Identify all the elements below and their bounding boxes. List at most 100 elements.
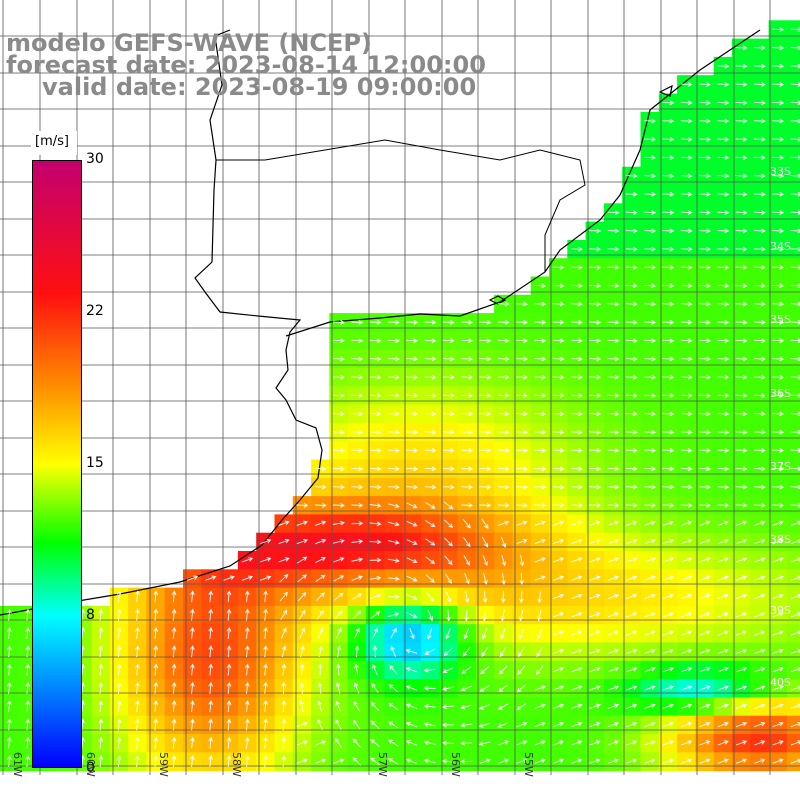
wind-arrow: [680, 118, 693, 124]
wind-arrow: [717, 740, 729, 746]
wind-arrow: [462, 647, 471, 657]
wind-arrow: [297, 556, 308, 564]
wind-arrow: [406, 520, 418, 527]
lon-label: 58W: [230, 752, 243, 777]
wind-arrow: [317, 718, 323, 731]
wind-arrow: [699, 393, 711, 398]
wind-arrow: [7, 700, 12, 713]
wind-arrow: [607, 374, 620, 380]
wind-arrow: [717, 630, 729, 636]
wind-arrow: [644, 466, 657, 472]
wind-arrow: [607, 667, 620, 673]
wind-arrow: [552, 338, 565, 344]
wind-arrow: [625, 393, 638, 398]
wind-arrow: [226, 590, 232, 603]
wind-arrow: [461, 320, 474, 325]
wind-arrow: [405, 740, 417, 746]
wind-arrow: [717, 448, 730, 453]
wind-arrow: [699, 484, 711, 490]
wind-arrow: [424, 448, 437, 453]
wind-arrow: [607, 612, 620, 618]
wind-arrow: [135, 626, 140, 639]
wind-arrow: [263, 590, 268, 603]
wind-arrow: [754, 703, 766, 709]
wind-arrow: [442, 484, 455, 490]
wind-arrow: [772, 740, 784, 746]
wind-arrow: [607, 429, 620, 435]
wind-arrow: [442, 667, 454, 673]
wind-arrow: [753, 173, 766, 179]
wind-arrow: [717, 63, 730, 69]
wind-arrow: [226, 663, 232, 676]
wind-arrow: [7, 681, 12, 694]
wind-arrow: [479, 466, 492, 472]
wind-arrow: [406, 374, 419, 380]
wind-arrow: [333, 448, 345, 453]
wind-arrow: [260, 557, 272, 563]
wind-arrow: [461, 411, 474, 417]
wind-arrow: [626, 557, 638, 563]
wind-arrow: [699, 648, 711, 654]
wind-arrow: [334, 737, 342, 748]
wind-arrow: [662, 100, 675, 106]
wind-arrow: [333, 539, 345, 544]
wind-arrow: [735, 758, 748, 764]
wind-arrow: [208, 736, 214, 749]
wind-arrow: [772, 667, 784, 673]
wind-arrow: [442, 686, 454, 692]
wind-arrow: [735, 630, 748, 636]
wind-arrow: [680, 82, 693, 87]
wind-arrow: [699, 320, 711, 325]
wind-arrow: [772, 630, 784, 636]
wind-arrow: [442, 448, 455, 453]
wind-arrow: [753, 503, 766, 508]
wind-arrow: [443, 501, 454, 510]
wind-arrow: [369, 448, 382, 453]
wind-arrow: [351, 484, 364, 490]
wind-arrow: [536, 646, 543, 658]
wind-arrow: [171, 736, 177, 749]
wind-arrow: [644, 612, 656, 618]
wind-arrow: [481, 536, 489, 548]
wind-arrow: [644, 648, 656, 654]
wind-arrow: [570, 374, 583, 380]
wind-arrow: [589, 667, 601, 673]
wind-arrow: [296, 520, 308, 526]
wind-arrow: [607, 283, 620, 289]
wind-arrow: [153, 736, 159, 749]
wind-arrow: [680, 667, 693, 673]
wind-arrow: [772, 575, 784, 581]
wind-arrow: [279, 574, 289, 583]
wind-arrow: [534, 685, 546, 691]
wind-arrow: [735, 173, 748, 179]
wind-arrow: [680, 100, 693, 106]
wind-arrow: [753, 466, 766, 472]
wind-arrow: [444, 555, 453, 566]
wind-arrow: [753, 45, 766, 51]
wind-arrow: [753, 137, 766, 142]
wind-arrow: [369, 356, 382, 362]
wind-arrow: [790, 630, 800, 636]
wind-arrow: [387, 484, 400, 490]
wind-arrow: [25, 663, 31, 676]
wind-arrow: [662, 283, 675, 289]
wind-arrow: [98, 626, 104, 639]
wind-arrow: [589, 703, 601, 709]
wind-arrow: [190, 626, 195, 639]
wind-arrow: [571, 538, 583, 545]
wind-arrow: [607, 210, 620, 215]
wind-arrow: [662, 466, 675, 472]
wind-arrow: [552, 283, 565, 289]
wind-arrow: [116, 700, 122, 713]
wind-arrow: [735, 667, 748, 673]
wind-arrow: [717, 118, 730, 124]
wind-arrow: [478, 741, 491, 746]
wind-arrow: [625, 429, 638, 435]
wind-arrow: [171, 755, 177, 767]
wind-arrow: [772, 45, 785, 51]
wind-arrow: [500, 628, 506, 640]
wind-arrow: [644, 429, 657, 435]
wind-arrow: [662, 301, 675, 307]
wind-arrow: [662, 411, 675, 417]
wind-arrow: [479, 685, 490, 692]
